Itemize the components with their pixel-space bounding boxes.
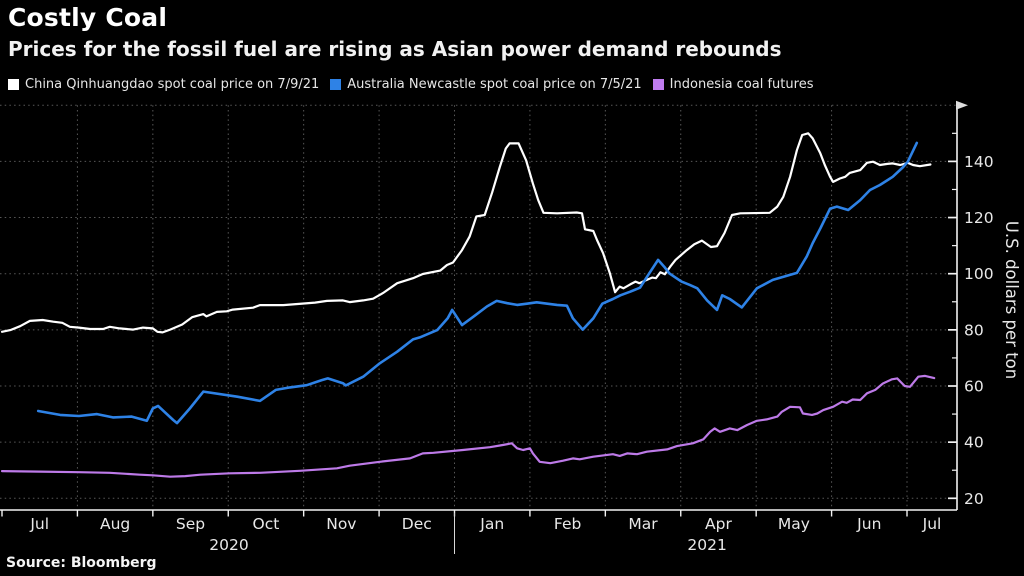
svg-text:2020: 2020: [209, 536, 248, 554]
legend-item-australia: Australia Newcastle spot coal price on 7…: [330, 77, 642, 92]
legend-item-china: China Qinhuangdao spot coal price on 7/9…: [8, 77, 319, 92]
axis-ticks: [1, 132, 957, 517]
svg-text:Dec: Dec: [402, 515, 432, 533]
svg-text:U.S. dollars per ton: U.S. dollars per ton: [1002, 221, 1021, 379]
source-note: Source: Bloomberg: [6, 555, 157, 571]
series-line-china-qinhuangdao: [0, 132, 932, 334]
svg-text:Sep: Sep: [176, 515, 205, 533]
y-axis-title: U.S. dollars per ton: [1002, 221, 1021, 379]
svg-text:40: 40: [964, 434, 984, 452]
series-line-indonesia-futures: [0, 374, 936, 478]
svg-text:Nov: Nov: [326, 515, 356, 533]
page-subtitle: Prices for the fossil fuel are rising as…: [8, 37, 782, 61]
svg-text:120: 120: [964, 209, 994, 227]
svg-text:80: 80: [964, 321, 984, 339]
series-line-australia-newcastle: [36, 141, 919, 425]
svg-text:2021: 2021: [687, 536, 726, 554]
svg-text:60: 60: [964, 378, 984, 396]
x-axis-labels: Jul Aug Sep Oct Nov Dec Jan Feb Mar Apr May Jun Jul 2…: [29, 515, 941, 554]
svg-text:Jan: Jan: [479, 515, 504, 533]
svg-text:May: May: [778, 515, 810, 533]
y-axis-labels: 20 40 60 80 100 120 140: [964, 153, 994, 508]
china-series-swatch-icon: [8, 79, 19, 90]
svg-text:20: 20: [964, 490, 984, 508]
svg-text:Jul: Jul: [922, 515, 942, 533]
legend-label: China Qinhuangdao spot coal price on 7/9…: [25, 77, 320, 92]
legend-label: Indonesia coal futures: [669, 77, 814, 92]
legend-item-indonesia: Indonesia coal futures: [652, 77, 814, 92]
svg-text:Jun: Jun: [856, 515, 881, 533]
svg-text:Feb: Feb: [554, 515, 581, 533]
axis-arrow-icon: [956, 100, 968, 110]
page-title: Costly Coal: [8, 3, 168, 32]
svg-text:Jul: Jul: [29, 515, 49, 533]
indonesia-series-swatch-icon: [652, 79, 664, 90]
svg-text:100: 100: [964, 265, 994, 283]
svg-text:Apr: Apr: [705, 515, 732, 533]
svg-text:Aug: Aug: [100, 515, 130, 533]
svg-text:Mar: Mar: [628, 515, 658, 533]
chart-legend: China Qinhuangdao spot coal price on 7/9…: [8, 77, 813, 92]
australia-series-swatch-icon: [330, 79, 342, 90]
gridlines: [0, 104, 957, 510]
svg-text:Oct: Oct: [253, 515, 280, 533]
svg-text:140: 140: [964, 153, 994, 171]
legend-label: Australia Newcastle spot coal price on 7…: [347, 77, 642, 92]
